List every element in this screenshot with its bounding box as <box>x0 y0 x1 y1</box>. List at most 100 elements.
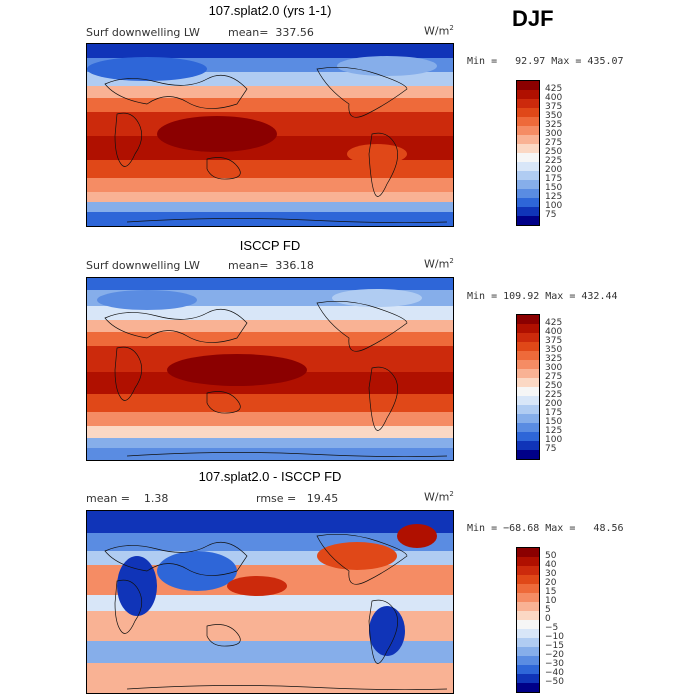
colorbar-tick-label: 425 <box>545 318 563 328</box>
colorbar-tick-label: 375 <box>545 102 563 112</box>
colorbar-tick-label: −20 <box>545 650 564 660</box>
panel-3-colorbar <box>516 547 540 693</box>
colorbar-swatch <box>517 548 539 557</box>
colorbar-swatch <box>517 189 539 198</box>
colorbar-swatch <box>517 683 539 692</box>
panel-1-colorbar <box>516 80 540 226</box>
colorbar-swatch <box>517 315 539 324</box>
colorbar-tick-label: 275 <box>545 138 563 148</box>
colorbar-tick-label: 250 <box>545 381 563 391</box>
colorbar-tick-label: 325 <box>545 120 563 130</box>
panel-1-map-svg <box>87 44 453 226</box>
colorbar-swatch <box>517 207 539 216</box>
colorbar-tick-label: 125 <box>545 192 563 202</box>
colorbar-swatch <box>517 405 539 414</box>
colorbar-swatch <box>517 180 539 189</box>
colorbar-swatch <box>517 647 539 656</box>
colorbar-swatch <box>517 171 539 180</box>
panel-3-title: 107.splat2.0 - ISCCP FD <box>198 469 342 484</box>
colorbar-tick-label: −50 <box>545 677 564 687</box>
colorbar-swatch <box>517 593 539 602</box>
colorbar-swatch <box>517 656 539 665</box>
colorbar-tick-label: 275 <box>545 372 563 382</box>
colorbar-swatch <box>517 432 539 441</box>
colorbar-swatch <box>517 108 539 117</box>
panel-2-units: W/m2 <box>424 257 454 271</box>
colorbar-tick-label: 150 <box>545 417 563 427</box>
colorbar-swatch <box>517 674 539 683</box>
colorbar-tick-label: 300 <box>545 363 563 373</box>
colorbar-swatch <box>517 117 539 126</box>
colorbar-swatch <box>517 153 539 162</box>
colorbar-swatch <box>517 423 539 432</box>
panel-1-units: W/m2 <box>424 24 454 38</box>
colorbar-swatch <box>517 396 539 405</box>
colorbar-tick-label: 100 <box>545 201 563 211</box>
colorbar-tick-label: 175 <box>545 408 563 418</box>
colorbar-tick-label: 375 <box>545 336 563 346</box>
colorbar-swatch <box>517 557 539 566</box>
panel-3-map-svg <box>87 511 453 693</box>
panel-3-mean: mean = 1.38 <box>86 492 169 505</box>
colorbar-swatch <box>517 387 539 396</box>
panel-1-title: 107.splat2.0 (yrs 1-1) <box>208 3 332 18</box>
panel-1-mean: mean= 337.56 <box>228 26 314 39</box>
colorbar-tick-label: 5 <box>545 605 551 615</box>
colorbar-tick-label: 30 <box>545 569 557 579</box>
colorbar-tick-label: 225 <box>545 390 563 400</box>
colorbar-swatch <box>517 135 539 144</box>
panel-2-minmax: Min = 109.92 Max = 432.44 <box>467 291 618 302</box>
colorbar-swatch <box>517 620 539 629</box>
panel-1-map <box>86 43 454 227</box>
colorbar-swatch <box>517 584 539 593</box>
colorbar-tick-label: 325 <box>545 354 563 364</box>
colorbar-tick-label: 350 <box>545 345 563 355</box>
colorbar-tick-label: −40 <box>545 668 564 678</box>
colorbar-swatch <box>517 216 539 225</box>
panel-1-variable-label: Surf downwelling LW <box>86 26 200 39</box>
panel-2-title: ISCCP FD <box>239 238 301 253</box>
panel-2-map <box>86 277 454 461</box>
colorbar-tick-label: 225 <box>545 156 563 166</box>
panel-3-map <box>86 510 454 694</box>
panel-3-units: W/m2 <box>424 490 454 504</box>
colorbar-tick-label: 15 <box>545 587 557 597</box>
colorbar-tick-label: 75 <box>545 210 557 220</box>
colorbar-tick-label: 50 <box>545 551 557 561</box>
colorbar-swatch <box>517 414 539 423</box>
colorbar-tick-label: 20 <box>545 578 557 588</box>
colorbar-tick-label: 10 <box>545 596 557 606</box>
colorbar-swatch <box>517 333 539 342</box>
colorbar-swatch <box>517 324 539 333</box>
colorbar-tick-label: 0 <box>545 614 551 624</box>
colorbar-tick-label: 175 <box>545 174 563 184</box>
colorbar-swatch <box>517 575 539 584</box>
colorbar-tick-label: 400 <box>545 327 563 337</box>
colorbar-swatch <box>517 441 539 450</box>
colorbar-tick-label: 425 <box>545 84 563 94</box>
colorbar-swatch <box>517 99 539 108</box>
colorbar-swatch <box>517 611 539 620</box>
colorbar-tick-label: −30 <box>545 659 564 669</box>
colorbar-tick-label: 125 <box>545 426 563 436</box>
colorbar-tick-label: 250 <box>545 147 563 157</box>
colorbar-tick-label: 40 <box>545 560 557 570</box>
panel-2-mean: mean= 336.18 <box>228 259 314 272</box>
colorbar-tick-label: 200 <box>545 399 563 409</box>
colorbar-swatch <box>517 638 539 647</box>
season-label: DJF <box>512 6 554 31</box>
colorbar-swatch <box>517 369 539 378</box>
colorbar-swatch <box>517 198 539 207</box>
colorbar-swatch <box>517 602 539 611</box>
panel-2-colorbar <box>516 314 540 460</box>
colorbar-swatch <box>517 81 539 90</box>
colorbar-tick-label: 350 <box>545 111 563 121</box>
colorbar-tick-label: 200 <box>545 165 563 175</box>
colorbar-swatch <box>517 566 539 575</box>
colorbar-tick-label: −15 <box>545 641 564 651</box>
colorbar-tick-label: 300 <box>545 129 563 139</box>
colorbar-swatch <box>517 360 539 369</box>
colorbar-swatch <box>517 629 539 638</box>
colorbar-swatch <box>517 342 539 351</box>
colorbar-swatch <box>517 351 539 360</box>
